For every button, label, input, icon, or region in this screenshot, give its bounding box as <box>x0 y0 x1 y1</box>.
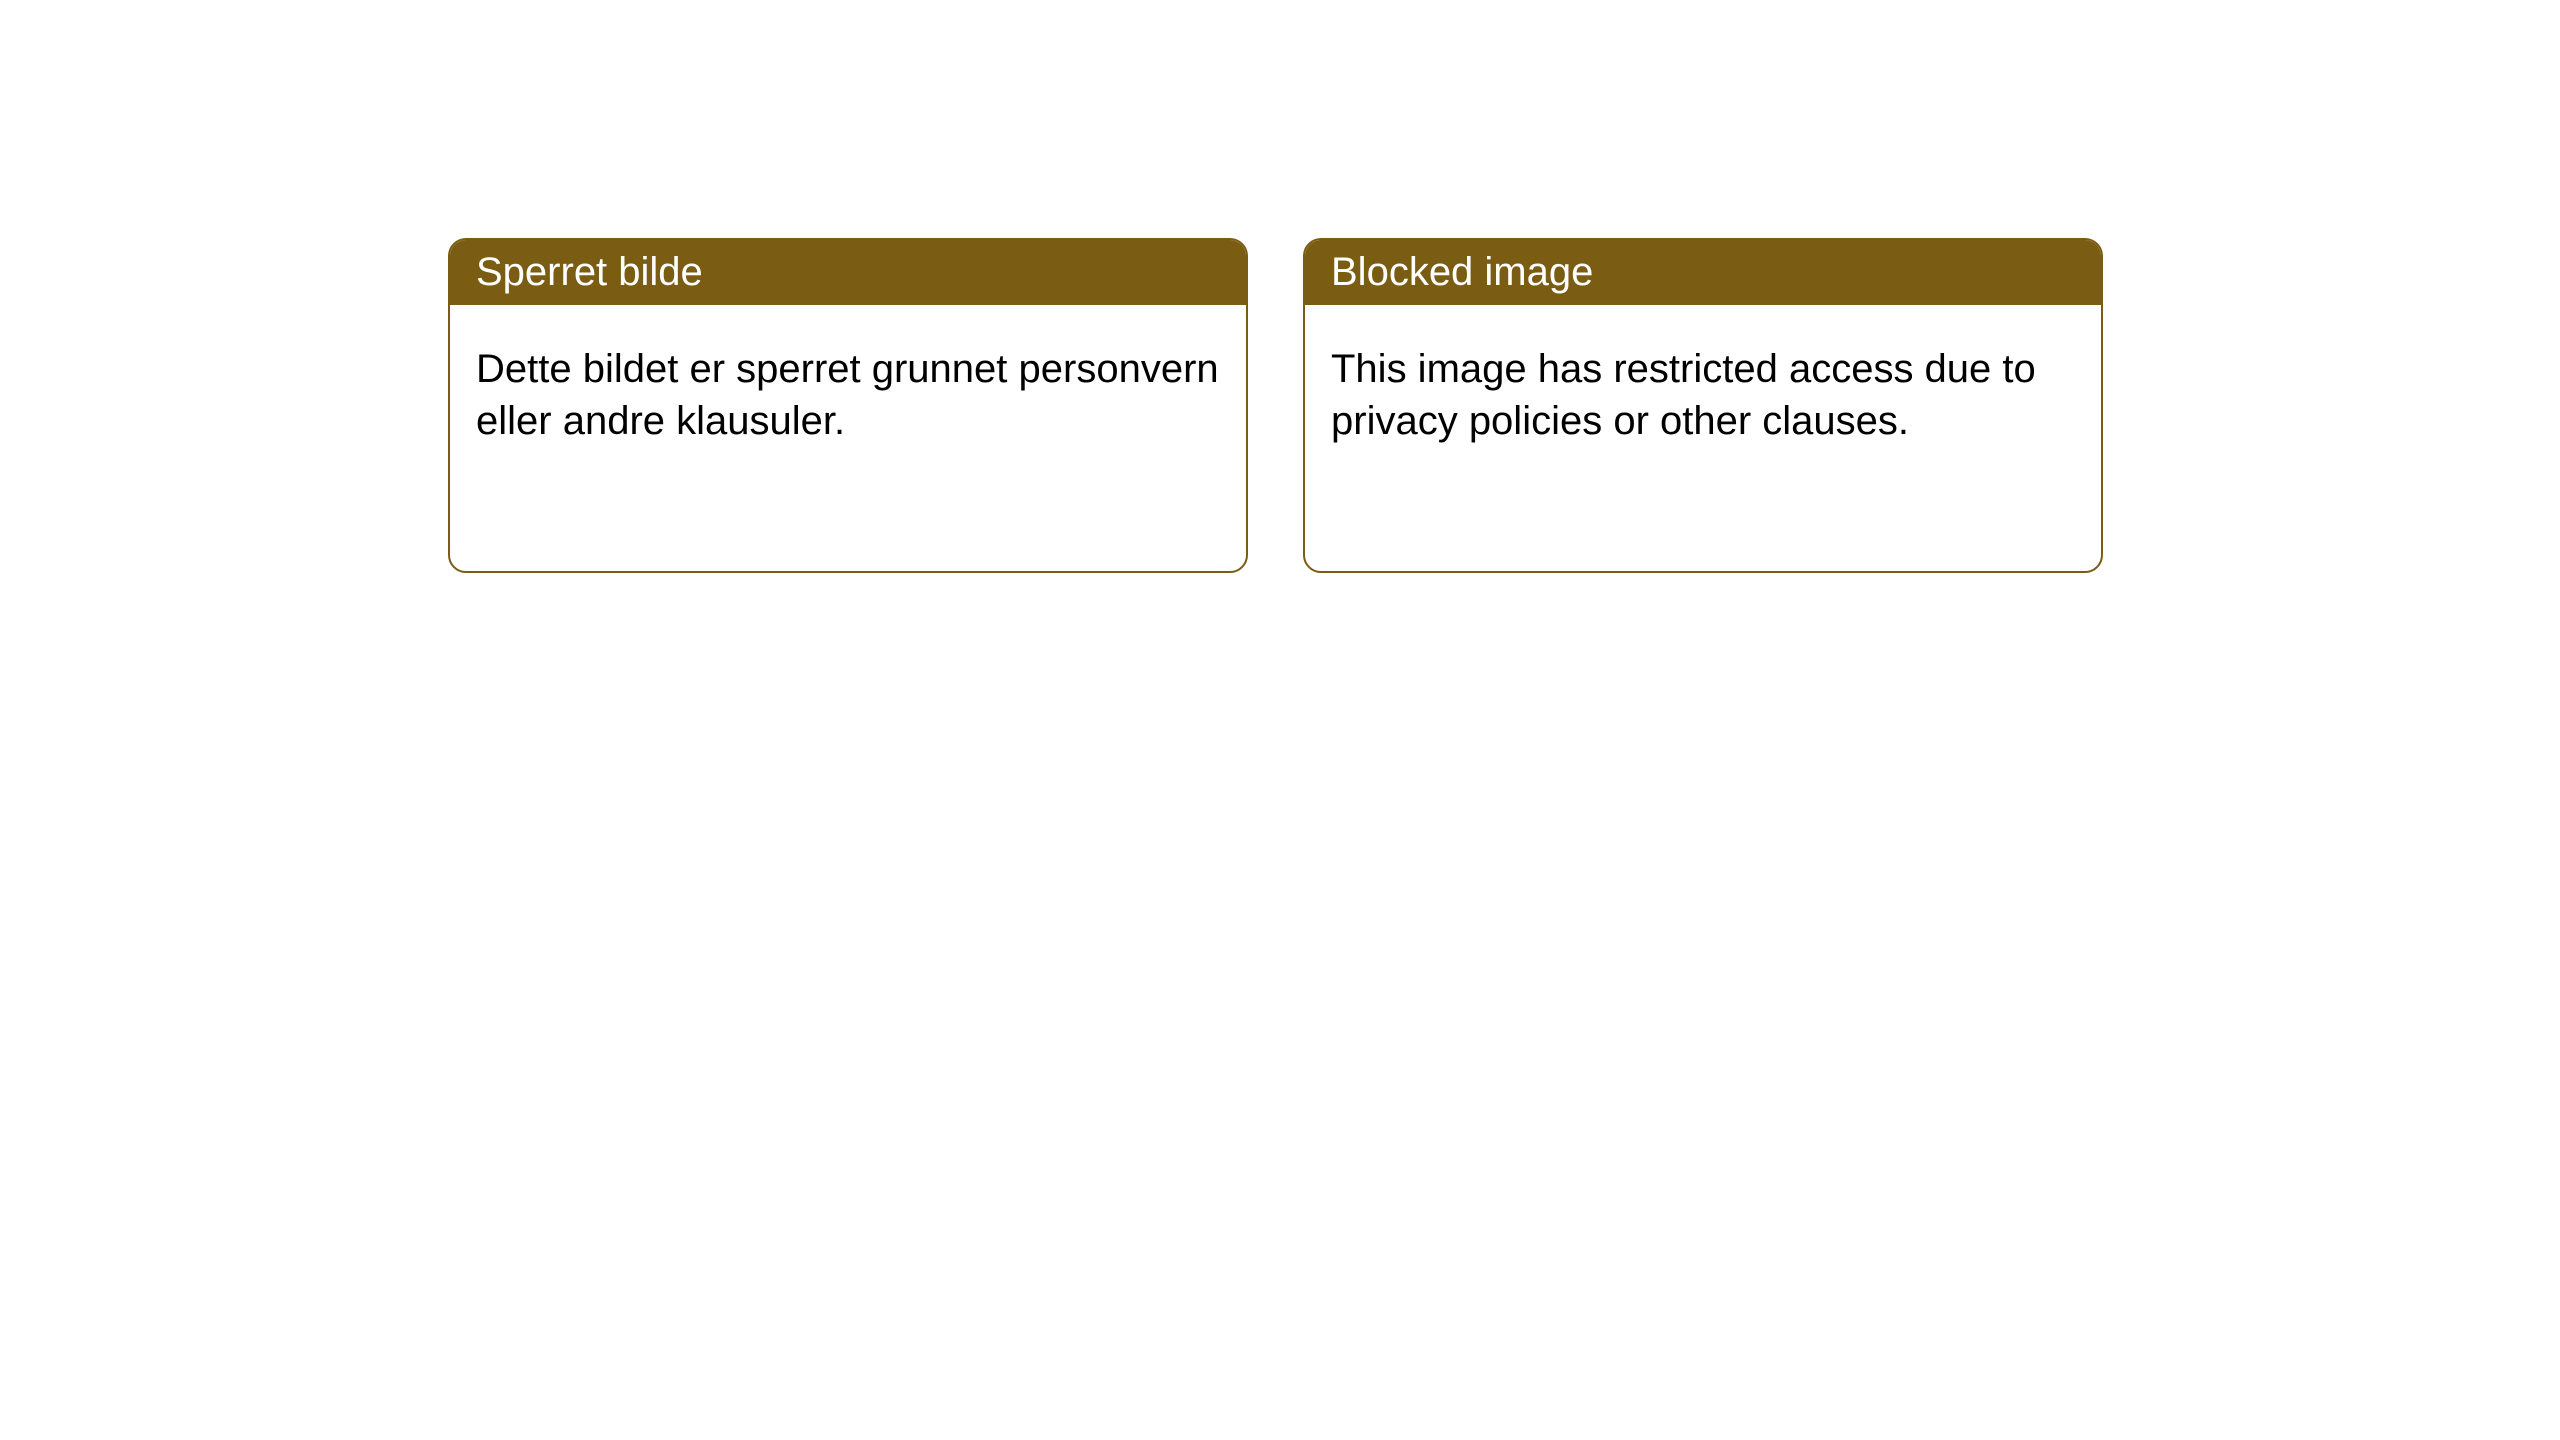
card-header-no: Sperret bilde <box>450 240 1246 305</box>
card-message-en: This image has restricted access due to … <box>1331 347 2036 443</box>
card-title-en: Blocked image <box>1331 250 1593 294</box>
card-message-no: Dette bildet er sperret grunnet personve… <box>476 347 1219 443</box>
card-title-no: Sperret bilde <box>476 250 703 294</box>
card-body-en: This image has restricted access due to … <box>1305 305 2101 485</box>
blocked-image-card-en: Blocked image This image has restricted … <box>1303 238 2103 573</box>
card-header-en: Blocked image <box>1305 240 2101 305</box>
card-body-no: Dette bildet er sperret grunnet personve… <box>450 305 1246 485</box>
cards-container: Sperret bilde Dette bildet er sperret gr… <box>448 238 2103 573</box>
blocked-image-card-no: Sperret bilde Dette bildet er sperret gr… <box>448 238 1248 573</box>
